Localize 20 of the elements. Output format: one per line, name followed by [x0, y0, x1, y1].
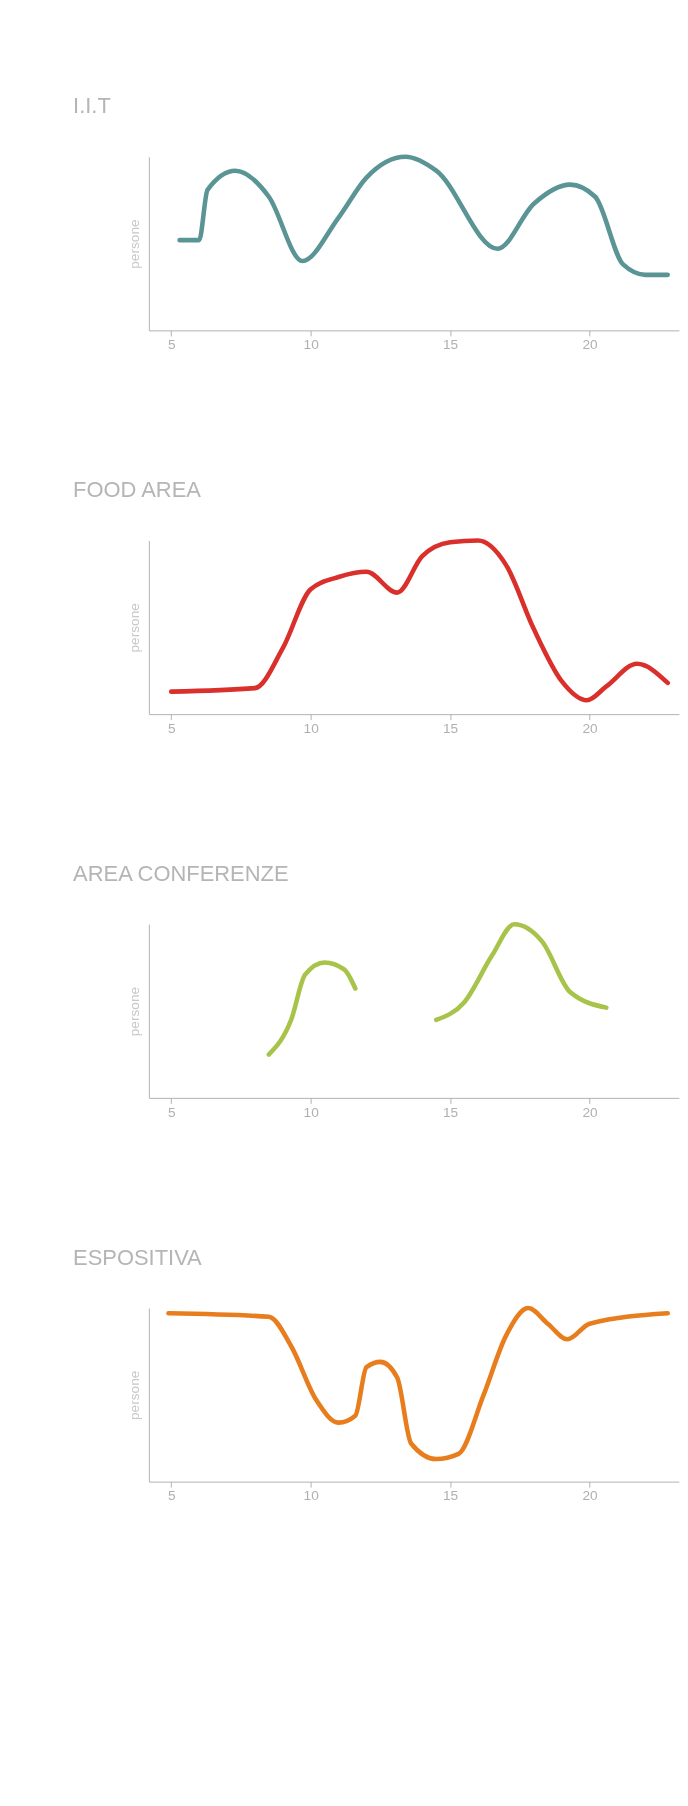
x-tick-label: 15 — [442, 720, 459, 736]
x-tick-label: 20 — [582, 337, 599, 353]
x-tick-label: 20 — [582, 720, 599, 736]
x-tick-label: 5 — [167, 1104, 176, 1120]
chart-title: AREA CONFERENZE — [73, 860, 289, 886]
x-tick-label: 5 — [167, 720, 176, 736]
x-tick-label: 10 — [303, 337, 320, 353]
x-tick-label: 20 — [582, 1488, 599, 1504]
x-tick-label: 15 — [442, 337, 459, 353]
x-tick-label: 5 — [167, 337, 176, 353]
x-tick-label: 10 — [303, 1488, 320, 1504]
x-tick-label: 5 — [167, 1488, 176, 1504]
x-tick-label: 10 — [303, 720, 320, 736]
chart-title: ESPOSITIVA — [73, 1244, 203, 1270]
chart-title: I.I.T — [73, 93, 111, 119]
x-tick-label: 10 — [303, 1104, 320, 1120]
x-tick-label: 20 — [582, 1104, 599, 1120]
chart-title: FOOD AREA — [73, 477, 202, 503]
x-tick-label: 15 — [442, 1104, 459, 1120]
x-tick-label: 15 — [442, 1488, 459, 1504]
